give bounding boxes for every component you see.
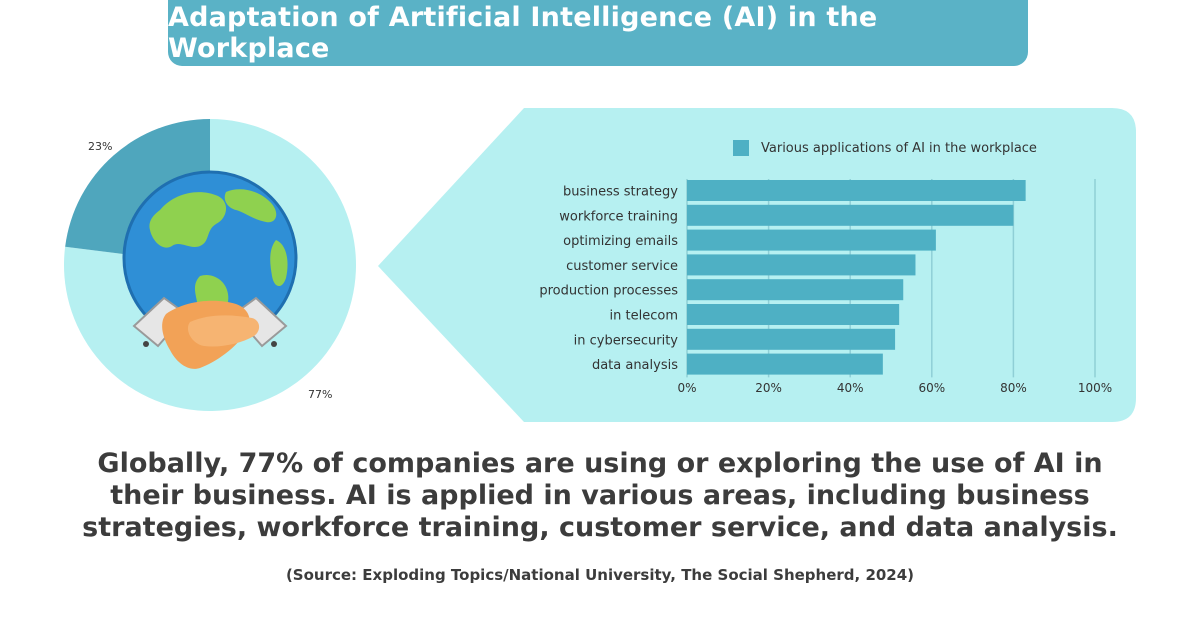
page-title: Adaptation of Artificial Intelligence (A… xyxy=(168,2,878,64)
pie-chart: 23% 77% xyxy=(40,100,380,420)
bar-label: customer service xyxy=(566,259,678,274)
chart-legend: Various applications of AI in the workpl… xyxy=(733,140,1037,156)
bar-optimizing-emails xyxy=(687,229,936,251)
bar-data-analysis xyxy=(687,353,883,375)
pie-label-77: 77% xyxy=(308,388,333,401)
x-tick-label: 0% xyxy=(677,381,696,395)
bar-in-telecom xyxy=(687,304,900,325)
bar-workforce-training xyxy=(687,204,1014,226)
legend-swatch xyxy=(733,140,749,156)
globe-handshake-icon xyxy=(122,170,298,369)
x-tick-label: 20% xyxy=(755,381,782,395)
bar-label: business strategy xyxy=(563,185,678,200)
bar-business-strategy xyxy=(687,180,1026,201)
bar-production-processes xyxy=(687,279,904,301)
bar-label: data analysis xyxy=(592,358,678,373)
bar-label: workforce training xyxy=(559,209,678,224)
x-tick-label: 60% xyxy=(918,381,945,395)
legend-label: Various applications of AI in the workpl… xyxy=(761,140,1037,156)
x-tick-label: 100% xyxy=(1078,381,1112,395)
bar-label: production processes xyxy=(539,284,678,299)
title-banner: Adaptation of Artificial Intelligence (A… xyxy=(168,0,1028,66)
x-tick-label: 40% xyxy=(837,381,864,395)
bar-label: optimizing emails xyxy=(563,234,678,249)
bar-label: in cybersecurity xyxy=(574,333,679,348)
summary-text: Globally, 77% of companies are using or … xyxy=(82,448,1118,543)
pie-label-23: 23% xyxy=(88,140,113,153)
source-text: (Source: Exploding Topics/National Unive… xyxy=(285,566,915,584)
bar-label: in telecom xyxy=(610,309,678,324)
bar-in-cybersecurity xyxy=(687,328,896,350)
pie-svg xyxy=(64,119,357,411)
x-tick-label: 80% xyxy=(1000,381,1027,395)
bar-customer-service xyxy=(687,254,916,276)
